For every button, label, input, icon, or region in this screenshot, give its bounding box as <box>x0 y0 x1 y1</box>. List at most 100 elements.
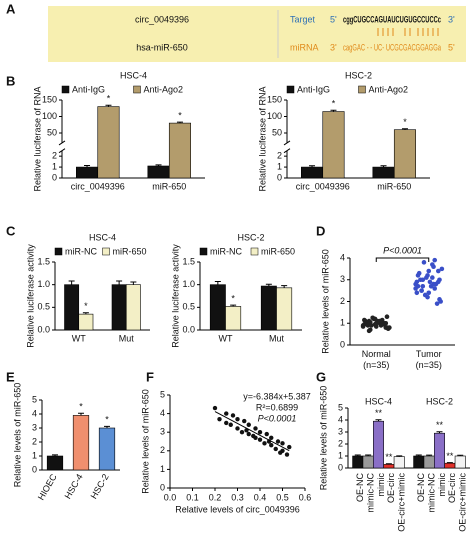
panel-label: B <box>6 73 15 88</box>
y-tick-label: 1.0 <box>37 279 50 289</box>
point <box>230 413 236 418</box>
y-tick-label: 0 <box>338 462 343 472</box>
sequence-box <box>48 6 466 62</box>
y-tick-label: 1 <box>160 464 165 474</box>
y-tick-label: 0 <box>277 172 282 182</box>
point <box>253 435 258 440</box>
row-end: 5' <box>330 14 337 24</box>
axis-break <box>58 140 66 154</box>
point <box>253 426 258 431</box>
x-tick-label: HIOEC <box>36 472 59 502</box>
legend-swatch <box>250 247 259 256</box>
y-tick-label: 2 <box>277 151 282 161</box>
point <box>437 297 442 302</box>
y-tick-label: 1.0 <box>182 279 195 289</box>
chart-title: HSC-2 <box>345 70 372 80</box>
x-tick-label: 0.6 <box>299 492 312 502</box>
y-tick-label: 4 <box>338 414 343 424</box>
y-tick-label: 1 <box>340 318 345 328</box>
bar <box>168 122 192 179</box>
significance: * <box>178 110 182 120</box>
legend-label: miR-NC <box>65 246 97 256</box>
bar <box>352 455 364 469</box>
y-tick-label: 1 <box>32 450 37 460</box>
legend-label: miR-650 <box>261 246 295 256</box>
y-tick-label: 5 <box>32 394 37 404</box>
x-tick-label: WT <box>219 333 233 343</box>
error-bar <box>380 165 387 168</box>
legend-swatch <box>133 85 141 94</box>
row-label: miRNA <box>290 42 319 52</box>
x-tick-label: 0.4 <box>254 492 267 502</box>
error-bar <box>436 431 443 434</box>
y-tick-label: 5 <box>160 389 165 399</box>
x-tick-label: Tumor (n=35) <box>416 349 442 370</box>
point <box>275 439 281 444</box>
y-tick-label: 0 <box>160 482 165 492</box>
y-tick-label: 1 <box>277 161 282 171</box>
y-tick-label: 2 <box>338 438 343 448</box>
legend-swatch <box>54 247 63 256</box>
y-tick-label: 3 <box>338 426 343 436</box>
chart-title: HSC-4 <box>120 70 147 80</box>
point <box>278 450 283 455</box>
legend-label: Anti-Ago2 <box>144 84 184 94</box>
point <box>383 320 389 326</box>
error-bar <box>330 109 337 112</box>
y-axis-label: Relative levels of miR-650 <box>140 389 150 494</box>
y-tick-label: 0.0 <box>37 324 50 334</box>
x-tick-label: mimic <box>376 473 386 497</box>
x-tick-label: OE-NC <box>416 473 426 503</box>
point <box>246 431 251 437</box>
bar <box>276 287 293 331</box>
error-bar <box>104 425 110 428</box>
y-tick-label: 5 <box>338 402 343 412</box>
point <box>217 416 222 422</box>
error-bar <box>230 304 237 307</box>
y-axis-label: Relative luciferase activity <box>170 244 180 348</box>
significance: * <box>231 293 235 303</box>
point <box>239 430 245 435</box>
bar <box>322 111 345 179</box>
y-tick-label: 150 <box>267 94 282 104</box>
point <box>419 288 424 293</box>
error-bar <box>116 280 123 285</box>
legend-swatch <box>61 85 70 94</box>
p-value: P<0.0001 <box>383 245 422 255</box>
significance: ** <box>375 408 383 418</box>
legend-label: Anti-IgG <box>72 84 105 94</box>
x-tick-label: Mut <box>269 333 285 343</box>
bar <box>125 284 141 331</box>
bar <box>72 415 90 471</box>
y-tick-label: 0 <box>52 172 57 182</box>
x-tick-label: WT <box>72 333 86 343</box>
y-tick-label: 0.0 <box>182 324 195 334</box>
significance: * <box>107 94 111 104</box>
point <box>235 426 240 431</box>
error-bar <box>176 121 183 124</box>
x-tick-label: Normal (n=35) <box>362 349 391 370</box>
point <box>228 422 233 427</box>
y-axis-label: Relative luciferase of RNA <box>32 86 42 191</box>
error-bar <box>457 454 464 456</box>
bar <box>225 306 242 331</box>
row-end: 3' <box>330 42 337 52</box>
point <box>430 275 435 280</box>
panel-label: C <box>6 223 16 238</box>
point <box>367 319 373 325</box>
y-tick-label: 0.5 <box>182 302 195 312</box>
significance: ** <box>446 451 454 461</box>
point <box>242 418 247 424</box>
legend-swatch <box>286 85 295 94</box>
bar <box>373 420 384 469</box>
x-tick-label: OE-NC <box>355 473 365 503</box>
panel-label: G <box>316 369 326 384</box>
panel-label: E <box>6 369 15 384</box>
y-tick-label: 150 <box>42 94 57 104</box>
point <box>284 452 290 457</box>
bar <box>393 456 405 469</box>
error-bar <box>396 455 403 457</box>
point <box>273 446 278 452</box>
point <box>430 262 435 267</box>
error-bar <box>265 283 272 287</box>
